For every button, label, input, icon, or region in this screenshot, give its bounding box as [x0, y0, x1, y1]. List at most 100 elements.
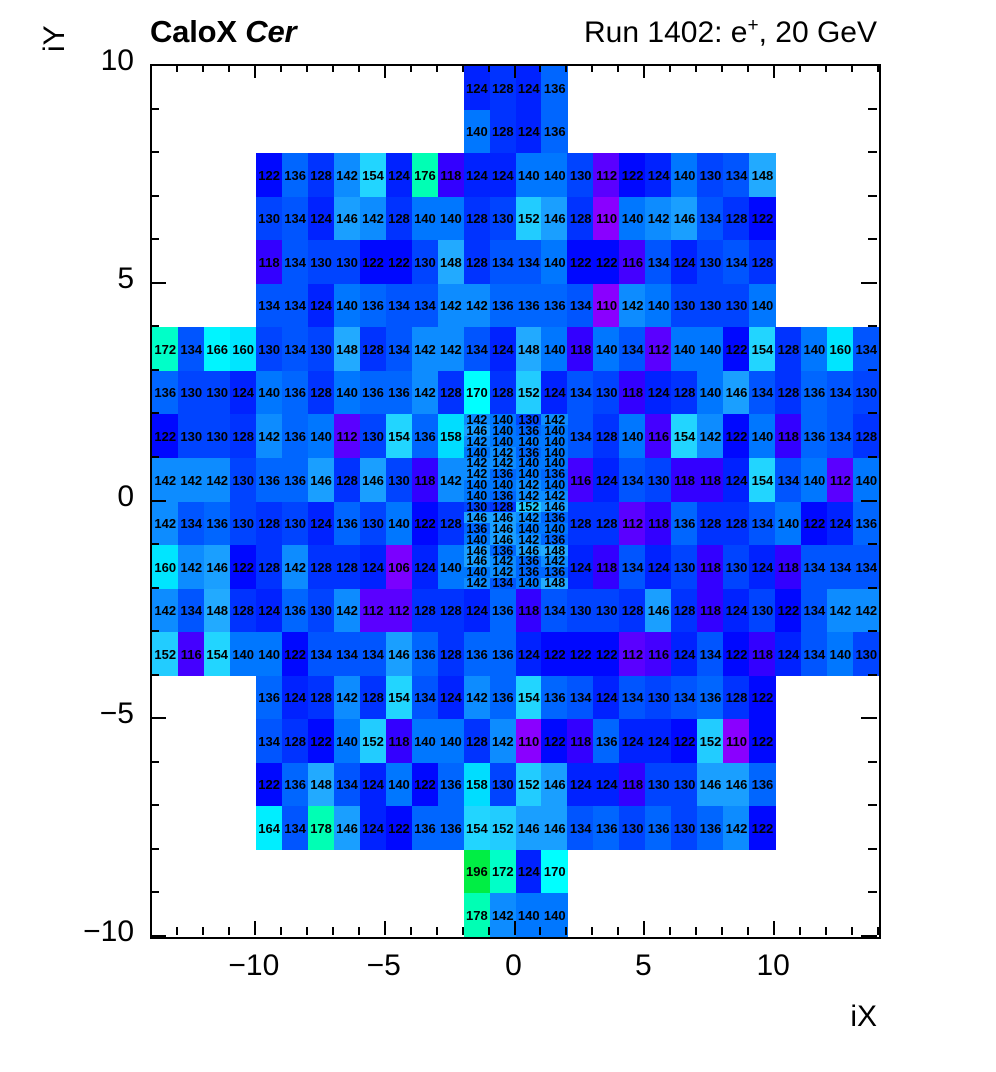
heatmap-cell[interactable]: 128 [229, 588, 257, 633]
heatmap-cell[interactable]: 128 [593, 501, 620, 546]
heatmap-cell[interactable]: 142 [281, 545, 309, 590]
heatmap-cell[interactable]: 112 [619, 501, 646, 546]
heatmap-cell[interactable]: 140 [801, 327, 828, 372]
heatmap-cell[interactable]: 130 [853, 370, 879, 415]
heatmap-cell[interactable]: 134 [853, 545, 879, 590]
heatmap-cell[interactable]: 148 [203, 588, 231, 633]
heatmap-cell[interactable]: 130 [671, 545, 698, 590]
heatmap-cell[interactable]: 136 [671, 501, 698, 546]
heatmap-cell[interactable]: 118 [515, 588, 543, 633]
heatmap-cell[interactable]: 124 [515, 66, 543, 111]
heatmap-cell[interactable]: 124 [385, 153, 413, 198]
heatmap-cell[interactable]: 122 [723, 632, 750, 677]
heatmap-cell[interactable]: 134 [827, 414, 854, 459]
heatmap-cell[interactable]: 148 [541, 577, 569, 590]
heatmap-cell[interactable]: 122 [749, 196, 776, 241]
heatmap-cell[interactable]: 140 [515, 436, 543, 448]
heatmap-cell[interactable]: 130 [385, 457, 413, 503]
heatmap-cell[interactable]: 154 [203, 632, 231, 677]
heatmap-cell[interactable]: 142 [489, 555, 517, 568]
heatmap-cell[interactable]: 122 [567, 240, 594, 285]
heatmap-cell[interactable]: 140 [697, 327, 724, 372]
heatmap-cell[interactable]: 146 [541, 501, 569, 513]
heatmap-cell[interactable]: 142 [723, 806, 750, 851]
heatmap-cell[interactable]: 146 [489, 512, 517, 524]
heatmap-cell[interactable]: 112 [645, 327, 672, 372]
heatmap-cell[interactable]: 124 [645, 370, 672, 415]
heatmap-cell[interactable]: 130 [307, 240, 335, 285]
heatmap-cell[interactable]: 116 [619, 240, 646, 285]
heatmap-cell[interactable]: 140 [515, 577, 543, 590]
heatmap-cell[interactable]: 128 [489, 109, 517, 154]
heatmap-cell[interactable]: 136 [281, 588, 309, 633]
heatmap-cell[interactable]: 160 [152, 545, 179, 590]
heatmap-cell[interactable]: 134 [255, 719, 283, 764]
heatmap-cell[interactable]: 124 [671, 632, 698, 677]
heatmap-cell[interactable]: 142 [489, 457, 517, 470]
heatmap-cell[interactable]: 122 [152, 414, 179, 459]
heatmap-cell[interactable]: 142 [619, 283, 646, 328]
heatmap-cell[interactable]: 154 [359, 153, 387, 198]
heatmap-cell[interactable]: 142 [333, 588, 361, 633]
heatmap-cell[interactable]: 122 [775, 588, 802, 633]
heatmap-cell[interactable]: 140 [255, 632, 283, 677]
heatmap-cell[interactable]: 128 [411, 588, 439, 633]
heatmap-cell[interactable]: 130 [177, 370, 205, 415]
heatmap-cell[interactable]: 130 [593, 588, 620, 633]
heatmap-cell[interactable]: 130 [645, 457, 672, 503]
heatmap-cell[interactable]: 148 [749, 153, 776, 198]
heatmap-cell[interactable]: 106 [385, 545, 413, 590]
heatmap-cell[interactable]: 148 [307, 762, 335, 807]
heatmap-cell[interactable]: 122 [801, 501, 828, 546]
heatmap-cell[interactable]: 134 [567, 283, 594, 328]
heatmap-cell[interactable]: 134 [255, 283, 283, 328]
heatmap-cell[interactable]: 122 [749, 719, 776, 764]
heatmap-cell[interactable]: 134 [541, 588, 569, 633]
heatmap-cell[interactable]: 134 [749, 370, 776, 415]
heatmap-cell[interactable]: 128 [307, 370, 335, 415]
heatmap-cell[interactable]: 124 [671, 240, 698, 285]
heatmap-cell[interactable]: 122 [229, 545, 257, 590]
heatmap-cell[interactable]: 160 [827, 327, 854, 372]
heatmap-cell[interactable]: 142 [463, 283, 491, 328]
heatmap-cell[interactable]: 136 [593, 719, 620, 764]
heatmap-cell[interactable]: 136 [515, 447, 543, 459]
heatmap-cell[interactable]: 116 [177, 632, 205, 677]
heatmap-cell[interactable]: 128 [567, 501, 594, 546]
heatmap-cell[interactable]: 142 [489, 893, 517, 937]
heatmap-cell[interactable]: 128 [437, 588, 465, 633]
heatmap-cell[interactable]: 122 [411, 762, 439, 807]
heatmap-cell[interactable]: 128 [489, 66, 517, 111]
heatmap-cell[interactable]: 130 [281, 501, 309, 546]
heatmap-cell[interactable]: 136 [411, 414, 439, 459]
heatmap-cell[interactable]: 136 [281, 762, 309, 807]
heatmap-cell[interactable]: 130 [255, 196, 283, 241]
heatmap-cell[interactable]: 140 [437, 196, 465, 241]
heatmap-cell[interactable]: 166 [203, 327, 231, 372]
heatmap-cell[interactable]: 152 [489, 806, 517, 851]
heatmap-cell[interactable]: 122 [671, 719, 698, 764]
heatmap-cell[interactable]: 130 [255, 327, 283, 372]
heatmap-cell[interactable]: 128 [255, 501, 283, 546]
heatmap-cell[interactable]: 112 [385, 588, 413, 633]
heatmap-cell[interactable]: 112 [333, 414, 361, 459]
heatmap-cell[interactable]: 142 [827, 588, 854, 633]
heatmap-cell[interactable]: 134 [697, 632, 724, 677]
heatmap-cell[interactable]: 134 [177, 588, 205, 633]
heatmap-cell[interactable]: 136 [515, 566, 543, 579]
heatmap-cell[interactable]: 136 [385, 370, 413, 415]
heatmap-cell[interactable]: 124 [567, 762, 594, 807]
heatmap-cell[interactable]: 128 [489, 370, 517, 415]
heatmap-cell[interactable]: 124 [541, 370, 569, 415]
heatmap-cell[interactable]: 122 [749, 675, 776, 720]
heatmap-cell[interactable]: 148 [541, 545, 569, 557]
heatmap-cell[interactable]: 140 [853, 457, 879, 503]
heatmap-cell[interactable]: 134 [281, 283, 309, 328]
heatmap-cell[interactable]: 124 [359, 762, 387, 807]
heatmap-cell[interactable]: 140 [229, 632, 257, 677]
heatmap-cell[interactable]: 134 [177, 327, 205, 372]
heatmap-cell[interactable]: 124 [775, 632, 802, 677]
heatmap-cell[interactable]: 124 [645, 153, 672, 198]
heatmap-cell[interactable]: 140 [541, 436, 569, 448]
heatmap-cell[interactable]: 136 [801, 370, 828, 415]
